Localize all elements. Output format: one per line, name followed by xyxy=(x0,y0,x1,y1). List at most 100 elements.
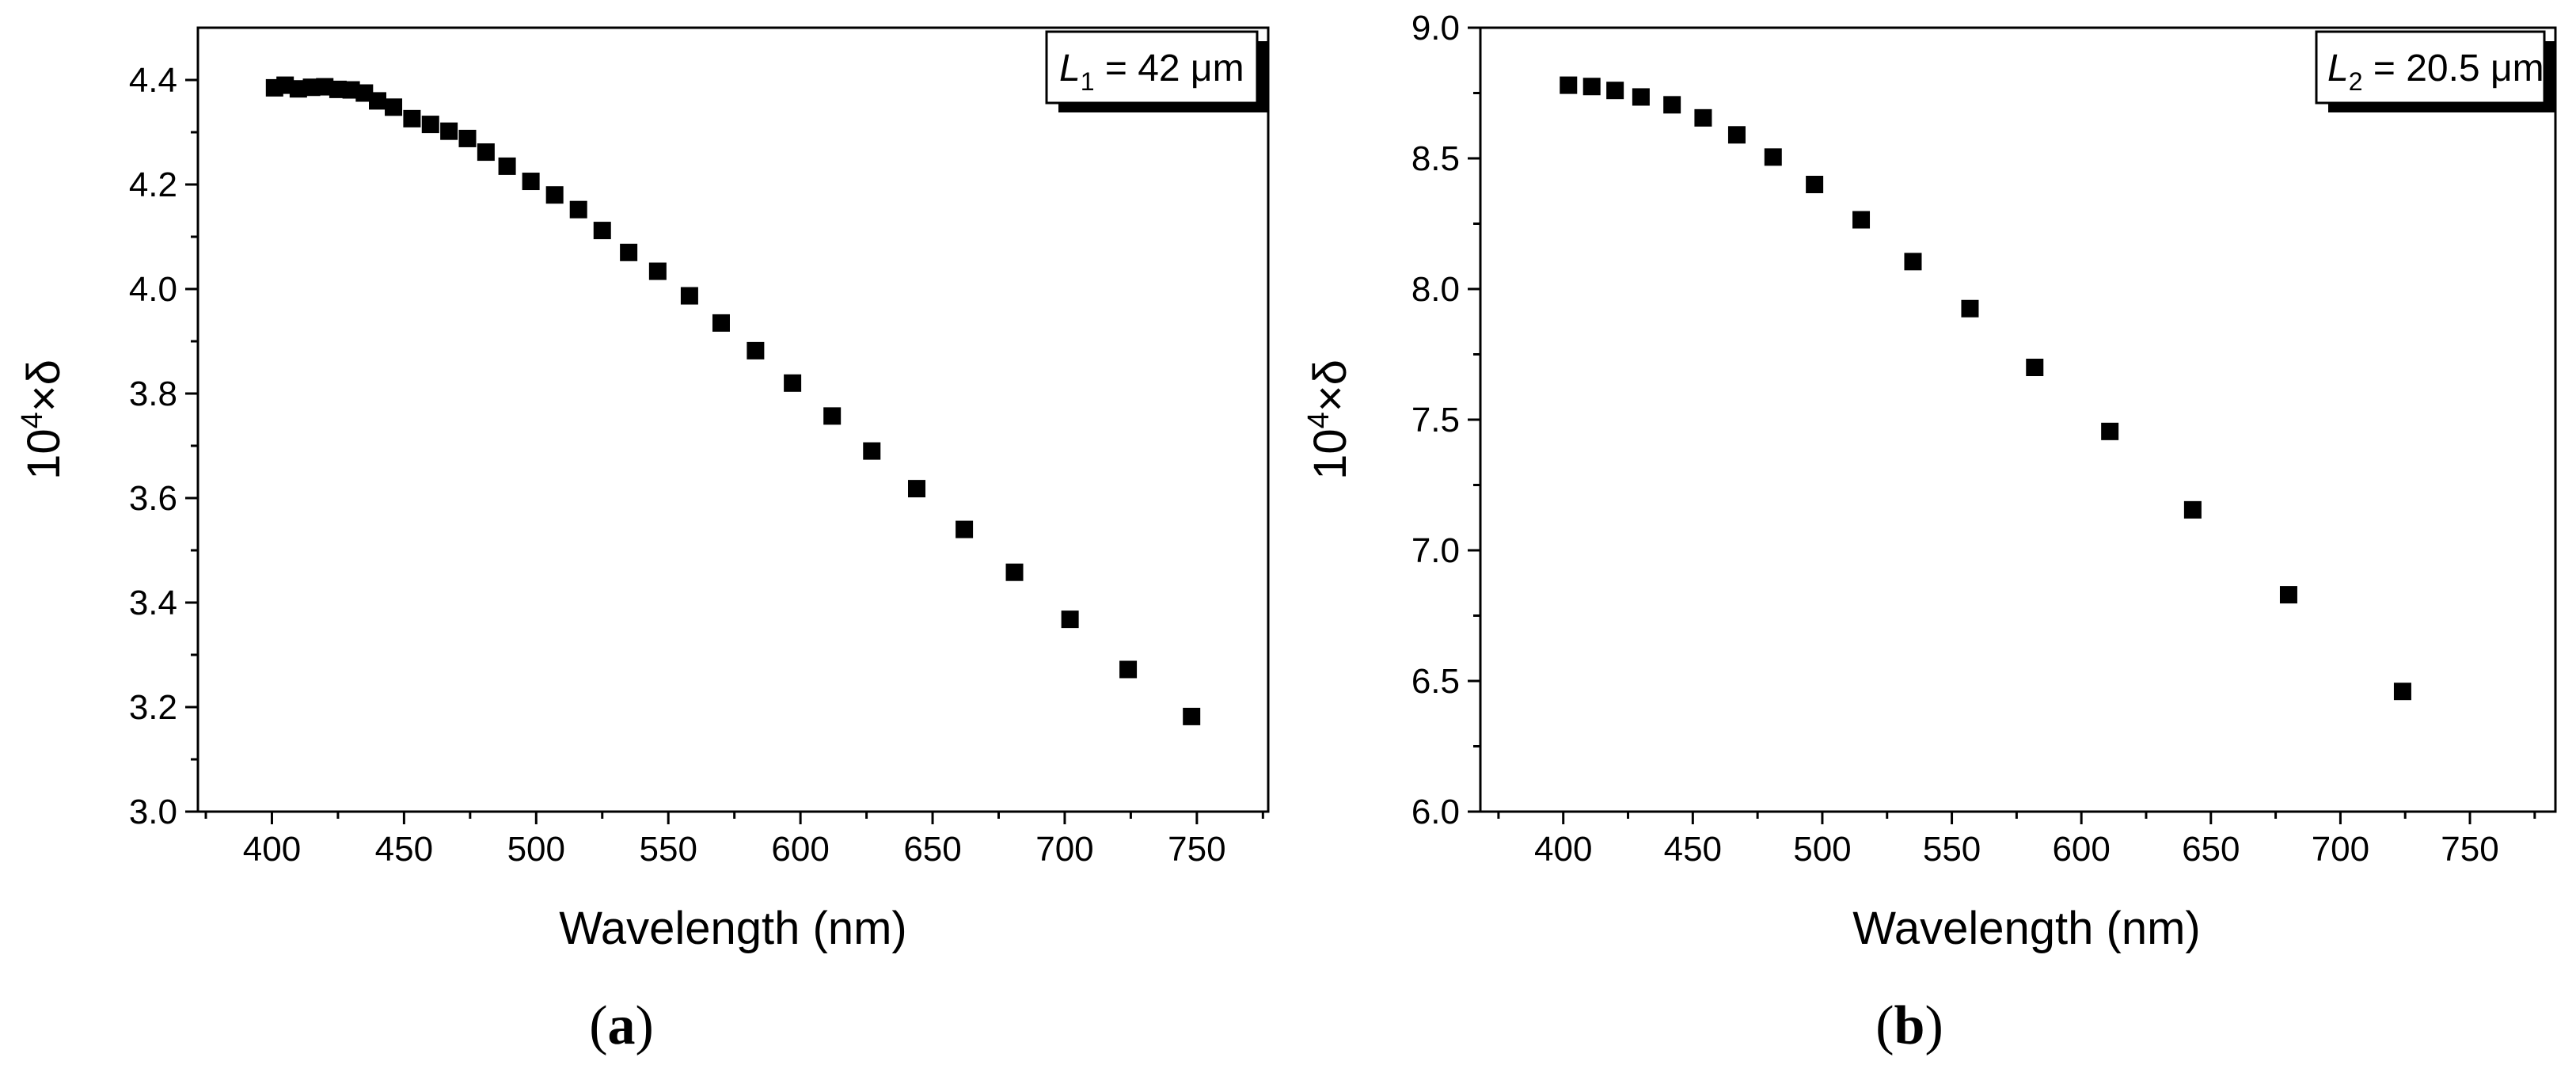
data-point xyxy=(784,374,802,392)
y-tick-label: 4.0 xyxy=(129,270,177,309)
data-point xyxy=(316,78,334,96)
data-point xyxy=(1183,707,1201,725)
x-tick-label: 650 xyxy=(903,830,961,869)
panel-b-legend: L2 = 20.5 μm xyxy=(2315,30,2555,112)
y-tick-label: 3.8 xyxy=(129,375,177,413)
data-point xyxy=(329,80,347,98)
panel-b-caption-label: (b) xyxy=(1875,995,1943,1056)
panel-b-y-axis-title: 104×δ xyxy=(1302,359,1356,480)
data-point xyxy=(1560,76,1578,94)
data-point xyxy=(569,200,587,219)
y-tick-label: 7.5 xyxy=(1411,401,1460,439)
data-point xyxy=(369,92,387,110)
y-tick-label: 4.2 xyxy=(129,165,177,204)
data-point xyxy=(956,520,974,538)
panel-a: 400 450 500 550 600 650 700 750 3.0 3.2 3.4 3.6 3.8 4… xyxy=(16,26,1270,1056)
x-tick-label: 700 xyxy=(1035,830,1093,869)
data-point xyxy=(1764,148,1782,166)
data-point xyxy=(1852,211,1871,229)
x-tick-label: 500 xyxy=(507,830,565,869)
panel-b-x-axis-title: Wavelength (nm) xyxy=(1852,903,2200,954)
data-point xyxy=(908,480,926,498)
data-point xyxy=(747,341,765,359)
x-tick-label: 550 xyxy=(640,830,697,869)
data-point xyxy=(1806,176,1824,193)
panel-b: 400 450 500 550 600 650 700 750 6.0 6.5 7.0 7.5 8.0 8… xyxy=(1302,9,2557,1056)
data-point xyxy=(276,76,294,94)
y-tick-label: 8.0 xyxy=(1411,270,1460,309)
x-tick-label: 450 xyxy=(375,830,433,869)
data-point xyxy=(385,98,403,116)
data-point xyxy=(2026,359,2044,376)
data-point xyxy=(1061,610,1079,629)
panel-a-caption-label: (a) xyxy=(589,995,654,1056)
data-point xyxy=(289,80,307,98)
data-point xyxy=(522,173,540,191)
panel-a-points xyxy=(265,76,1201,725)
y-tick-label: 9.0 xyxy=(1411,9,1460,48)
x-tick-label: 400 xyxy=(243,830,301,869)
data-point xyxy=(302,78,321,97)
panel-a-plot-frame xyxy=(196,26,1270,813)
x-tick-label: 750 xyxy=(1168,830,1225,869)
data-point xyxy=(680,287,698,305)
data-point xyxy=(545,186,564,204)
data-point xyxy=(712,314,730,332)
data-point xyxy=(1694,108,1712,127)
x-tick-label: 400 xyxy=(1534,830,1592,869)
y-tick-label: 3.0 xyxy=(129,793,177,831)
data-point xyxy=(1606,82,1624,100)
x-tick-label: 700 xyxy=(2312,830,2369,869)
x-tick-label: 500 xyxy=(1793,830,1851,869)
data-point xyxy=(1961,299,1979,318)
x-tick-label: 450 xyxy=(1664,830,1722,869)
panel-a-legend: L1 = 42 μm xyxy=(1045,30,1268,112)
y-tick-label: 3.6 xyxy=(129,479,177,518)
y-tick-label: 6.0 xyxy=(1411,793,1460,831)
y-tick-label: 8.5 xyxy=(1411,139,1460,178)
panel-a-legend-box xyxy=(1045,30,1259,105)
y-tick-label: 4.4 xyxy=(129,61,177,100)
panel-b-points xyxy=(1560,76,2411,701)
x-tick-label: 550 xyxy=(1923,830,1981,869)
panel-a-y-axis-title: 104×δ xyxy=(16,359,70,480)
data-point xyxy=(498,157,516,175)
data-point xyxy=(1582,78,1601,96)
data-point xyxy=(863,442,881,460)
data-point xyxy=(1005,563,1024,581)
x-tick-label: 600 xyxy=(2052,830,2110,869)
data-point xyxy=(1904,253,1922,271)
y-tick-label: 6.5 xyxy=(1411,662,1460,701)
y-tick-label: 7.0 xyxy=(1411,531,1460,570)
x-tick-label: 750 xyxy=(2441,830,2498,869)
data-point xyxy=(823,407,842,425)
data-point xyxy=(593,222,611,240)
panel-b-ticks: 400 450 500 550 600 650 700 750 6.0 6.5 7.0 7.5 8.0 8… xyxy=(1411,9,2536,869)
data-point xyxy=(1727,126,1746,144)
data-point xyxy=(2183,500,2202,519)
data-point xyxy=(648,262,667,280)
y-tick-label: 3.2 xyxy=(129,688,177,727)
panel-a-legend-label: L1 = 42 μm xyxy=(1059,48,1244,96)
data-point xyxy=(2101,422,2119,440)
data-point xyxy=(458,129,477,147)
panel-b-legend-box xyxy=(2315,30,2546,105)
panel-a-x-axis-title: Wavelength (nm) xyxy=(559,903,906,954)
data-point xyxy=(2393,683,2411,701)
x-tick-label: 600 xyxy=(771,830,829,869)
data-point xyxy=(421,116,439,134)
data-point xyxy=(342,81,360,99)
data-point xyxy=(1632,88,1650,106)
panel-a-ticks: 400 450 500 550 600 650 700 750 3.0 3.2 3.4 3.6 3.8 4… xyxy=(129,61,1264,869)
y-tick-label: 3.4 xyxy=(129,584,177,622)
data-point xyxy=(1119,660,1138,679)
data-point xyxy=(440,122,458,140)
data-point xyxy=(2279,586,2297,604)
data-point xyxy=(1663,96,1681,114)
data-point xyxy=(403,109,421,127)
data-point xyxy=(355,84,374,102)
x-tick-label: 650 xyxy=(2182,830,2240,869)
data-point xyxy=(477,143,495,162)
